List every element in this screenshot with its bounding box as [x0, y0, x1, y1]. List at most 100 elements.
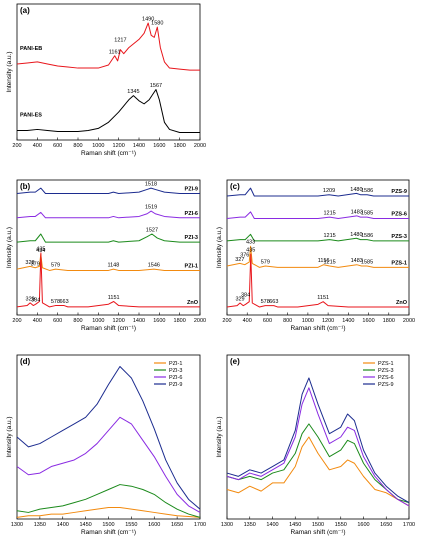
- x-tick-label: 1350: [34, 522, 46, 528]
- peak-label: 663: [59, 299, 68, 305]
- x-tick-label: 200: [12, 318, 21, 324]
- peak-label: 1345: [127, 89, 139, 95]
- x-tick-label: 200: [12, 143, 21, 149]
- peak-label: 329: [26, 296, 35, 302]
- x-tick-label: 1000: [302, 318, 314, 324]
- peak-label: 578: [51, 299, 60, 305]
- peak-label: 1151: [108, 295, 120, 301]
- x-tick-label: 1550: [335, 522, 347, 528]
- peak-label: 1567: [150, 83, 162, 89]
- legend-entry: PZS-9: [378, 382, 394, 388]
- plot-frame: [16, 3, 201, 141]
- peak-label: 433: [246, 240, 255, 246]
- peak-label: 435: [246, 248, 255, 254]
- peak-label: 1490: [142, 17, 154, 23]
- x-axis-label: Raman shift (cm⁻¹): [81, 150, 136, 157]
- series-line: [16, 507, 201, 518]
- y-axis-label: Intensity (a.u.): [6, 51, 13, 92]
- x-tick-label: 2000: [194, 143, 206, 149]
- x-tick-label: 1400: [133, 143, 145, 149]
- series-label: PZI-3: [185, 235, 198, 241]
- series-line: [226, 211, 409, 219]
- x-tick-label: 1600: [148, 522, 160, 528]
- peak-label: 328: [25, 260, 34, 266]
- x-tick-label: 1200: [113, 318, 125, 324]
- peak-label: 579: [51, 263, 60, 269]
- x-tick-label: 1450: [289, 522, 301, 528]
- x-tick-label: 1300: [221, 522, 233, 528]
- x-tick-label: 1550: [125, 522, 137, 528]
- x-tick-label: 1400: [57, 522, 69, 528]
- peak-label: 1148: [107, 263, 119, 269]
- peak-label: 579: [261, 260, 270, 266]
- peak-label: 384: [241, 292, 250, 298]
- series-label: PANI-EB: [20, 46, 42, 52]
- x-axis-label: Raman shift (cm⁻¹): [290, 325, 345, 332]
- series-line: [16, 187, 200, 194]
- series-label: ZnO: [396, 300, 408, 306]
- series-line: [226, 387, 410, 507]
- x-axis-label: Raman shift (cm⁻¹): [81, 529, 136, 536]
- x-tick-label: 1200: [322, 318, 334, 324]
- peak-label: 1483: [351, 258, 363, 264]
- series-line: [16, 22, 200, 71]
- peak-label: 434: [36, 248, 45, 254]
- peak-label: 1585: [361, 211, 373, 217]
- legend-entry: PZS-1: [378, 361, 394, 367]
- series-label: ZnO: [187, 300, 199, 306]
- panel-label: (d): [20, 357, 31, 366]
- peak-label: 1519: [145, 205, 157, 211]
- y-axis-label: Intensity (a.u.): [216, 227, 223, 268]
- series-label: PZS-9: [391, 189, 407, 195]
- peak-label: 327: [235, 257, 244, 263]
- x-tick-label: 1300: [11, 522, 23, 528]
- peak-label: 1586: [361, 188, 373, 194]
- series-label: PZS-1: [391, 260, 407, 266]
- x-tick-label: 1700: [403, 522, 415, 528]
- plot-frame: [16, 179, 201, 316]
- y-axis-label: Intensity (a.u.): [6, 416, 13, 457]
- series-label: PZI-9: [185, 187, 198, 193]
- y-axis-label: Intensity (a.u.): [6, 227, 13, 268]
- series-line: [17, 89, 200, 134]
- peak-label: 1161: [109, 49, 121, 55]
- series-line: [226, 233, 409, 242]
- x-tick-label: 1800: [383, 318, 395, 324]
- peak-label: 1483: [351, 209, 363, 215]
- panel-label: (c): [230, 182, 240, 191]
- x-axis-label: Raman shift (cm⁻¹): [81, 325, 136, 332]
- peak-label: 379: [31, 261, 40, 267]
- peak-label: 329: [235, 296, 244, 302]
- peak-label: 663: [269, 299, 278, 305]
- panel-label: (b): [20, 182, 31, 191]
- peak-label: 1217: [114, 38, 126, 44]
- x-tick-label: 800: [73, 318, 82, 324]
- x-tick-label: 400: [33, 143, 42, 149]
- series-label: PZS-6: [391, 211, 407, 217]
- series-line: [226, 187, 409, 197]
- series-line: [226, 377, 410, 504]
- series-label: PZI-6: [185, 211, 198, 217]
- series-line: [16, 252, 200, 308]
- series-line: [16, 484, 201, 518]
- x-tick-label: 1400: [342, 318, 354, 324]
- peak-label: 1586: [361, 233, 373, 239]
- x-tick-label: 1700: [194, 522, 206, 528]
- x-tick-label: 1600: [362, 318, 374, 324]
- x-tick-label: 1800: [174, 318, 186, 324]
- peak-label: 1585: [361, 260, 373, 266]
- peak-label: 384: [31, 298, 40, 304]
- plot-frame: [226, 179, 410, 316]
- peak-label: 1215: [324, 260, 336, 266]
- y-axis-label: Intensity (a.u.): [216, 416, 223, 457]
- x-tick-label: 800: [283, 318, 292, 324]
- x-tick-label: 2000: [194, 318, 206, 324]
- peak-label: 578: [261, 299, 270, 305]
- peak-label: 376: [240, 253, 249, 259]
- x-tick-label: 1400: [133, 318, 145, 324]
- series-label: PANI-ES: [20, 112, 42, 118]
- x-tick-label: 400: [243, 318, 252, 324]
- peak-label: 1480: [350, 232, 362, 238]
- series-line: [226, 253, 409, 308]
